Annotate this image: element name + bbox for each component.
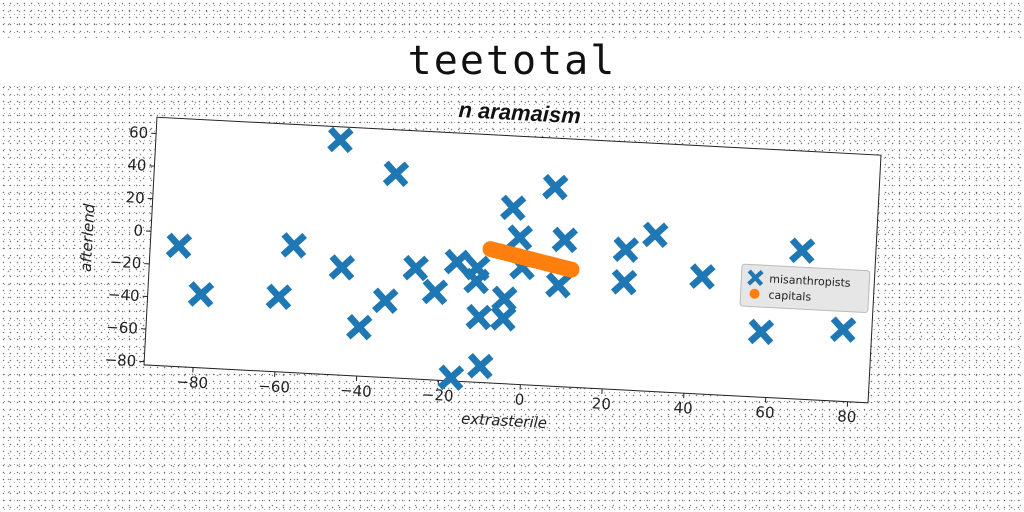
- scatter-point-misanthropists: [467, 352, 494, 380]
- y-tick-label: 20: [125, 188, 145, 207]
- scatter-point-misanthropists: [542, 173, 569, 201]
- scatter-point-misanthropists: [490, 305, 517, 332]
- scatter-point-misanthropists: [443, 248, 471, 276]
- scatter-point-misanthropists: [437, 364, 465, 391]
- y-tick-label: 40: [127, 156, 147, 175]
- scatter-point-misanthropists: [491, 285, 518, 313]
- scatter-point-misanthropists: [328, 254, 356, 281]
- scatter-point-misanthropists: [689, 263, 716, 290]
- scatter-point-misanthropists: [346, 313, 373, 341]
- scatter-point-misanthropists: [421, 278, 449, 306]
- legend-box: [739, 263, 871, 314]
- legend-marker-misanthropists: [747, 269, 764, 287]
- scatter-point-misanthropists: [187, 281, 215, 308]
- x-tick-label: 40: [673, 399, 693, 418]
- scatter-point-misanthropists: [265, 283, 293, 311]
- scatter-point-misanthropists: [545, 272, 572, 299]
- scatter-point-misanthropists: [499, 194, 527, 221]
- y-tick-label: −40: [108, 285, 141, 305]
- y-tick-label: −60: [106, 318, 139, 338]
- scatter-point-misanthropists: [372, 287, 399, 314]
- x-tick-label: −60: [258, 377, 291, 397]
- scatter-point-misanthropists: [747, 318, 775, 346]
- scatter-point-misanthropists: [551, 226, 579, 254]
- scatter-point-misanthropists: [788, 237, 816, 264]
- chart-title: n aramaism: [458, 97, 581, 128]
- x-tick-label: −40: [340, 381, 373, 401]
- x-tick-label: −80: [176, 373, 209, 393]
- y-tick-label: −20: [109, 253, 142, 273]
- scatter-point-misanthropists: [829, 316, 857, 343]
- x-tick-label: −20: [421, 385, 454, 405]
- x-tick-label: 80: [837, 407, 857, 426]
- legend-label: capitals: [768, 288, 812, 303]
- scatter-point-misanthropists: [612, 236, 640, 263]
- scatter-point-misanthropists: [465, 303, 492, 331]
- scatter-point-misanthropists: [506, 224, 534, 251]
- scatter-point-misanthropists: [642, 221, 669, 249]
- legend-marker-capitals: [749, 288, 760, 299]
- y-axis-label: afterlend: [77, 203, 99, 273]
- legend-label: misanthropists: [769, 273, 851, 290]
- y-tick-label: −80: [104, 351, 137, 371]
- x-tick-label: 20: [591, 394, 611, 413]
- scatter-point-misanthropists: [280, 232, 308, 259]
- y-tick-label: 60: [129, 123, 149, 142]
- scatter-point-capitals: [563, 261, 580, 278]
- scatter-point-misanthropists: [165, 232, 193, 260]
- x-tick-label: 60: [755, 403, 775, 422]
- figure-title: teetotal: [0, 38, 1024, 84]
- x-tick-label: 0: [514, 390, 524, 408]
- scatter-point-misanthropists: [610, 269, 638, 296]
- x-axis-label: extrasterile: [461, 410, 548, 432]
- scatter-point-misanthropists: [402, 254, 429, 282]
- y-tick-label: 0: [133, 221, 143, 239]
- scatter-point-misanthropists: [382, 160, 410, 188]
- scatter-point-misanthropists: [327, 126, 354, 154]
- scatter-point-misanthropists: [463, 267, 490, 295]
